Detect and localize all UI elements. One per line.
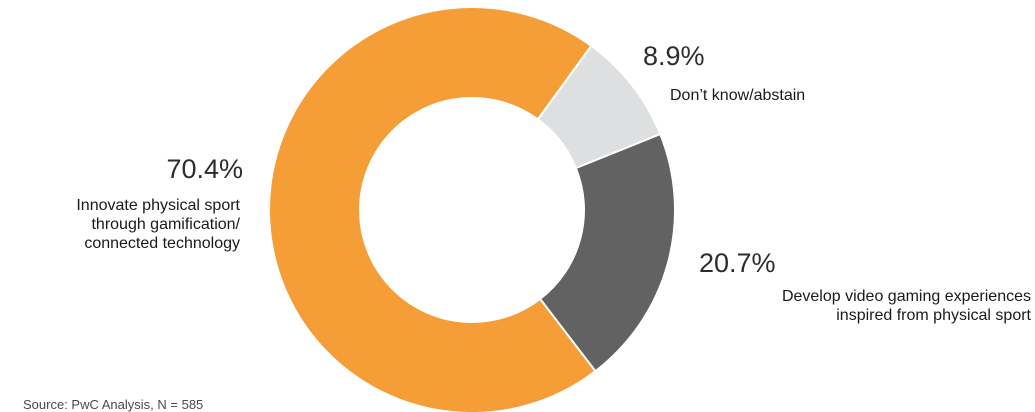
label-line: Develop video gaming experiences bbox=[782, 287, 1031, 306]
value-label-dont-know: 8.9% bbox=[643, 43, 705, 70]
label-line: connected technology bbox=[76, 234, 240, 253]
source-note: Source: PwC Analysis, N = 585 bbox=[23, 398, 203, 411]
label-line: through gamification/ bbox=[76, 215, 240, 234]
value-label-innovate: 70.4% bbox=[166, 156, 243, 183]
category-label-dont-know: Don’t know/abstain bbox=[670, 86, 805, 105]
value-label-develop: 20.7% bbox=[699, 250, 776, 277]
category-label-develop: Develop video gaming experiences inspire… bbox=[782, 287, 1031, 325]
label-line: inspired from physical sport bbox=[782, 306, 1031, 325]
label-line: Don’t know/abstain bbox=[670, 86, 805, 105]
category-label-innovate: Innovate physical sport through gamifica… bbox=[76, 196, 240, 253]
slice-innovate-physical-sport bbox=[269, 7, 595, 412]
label-line: Innovate physical sport bbox=[76, 196, 240, 215]
